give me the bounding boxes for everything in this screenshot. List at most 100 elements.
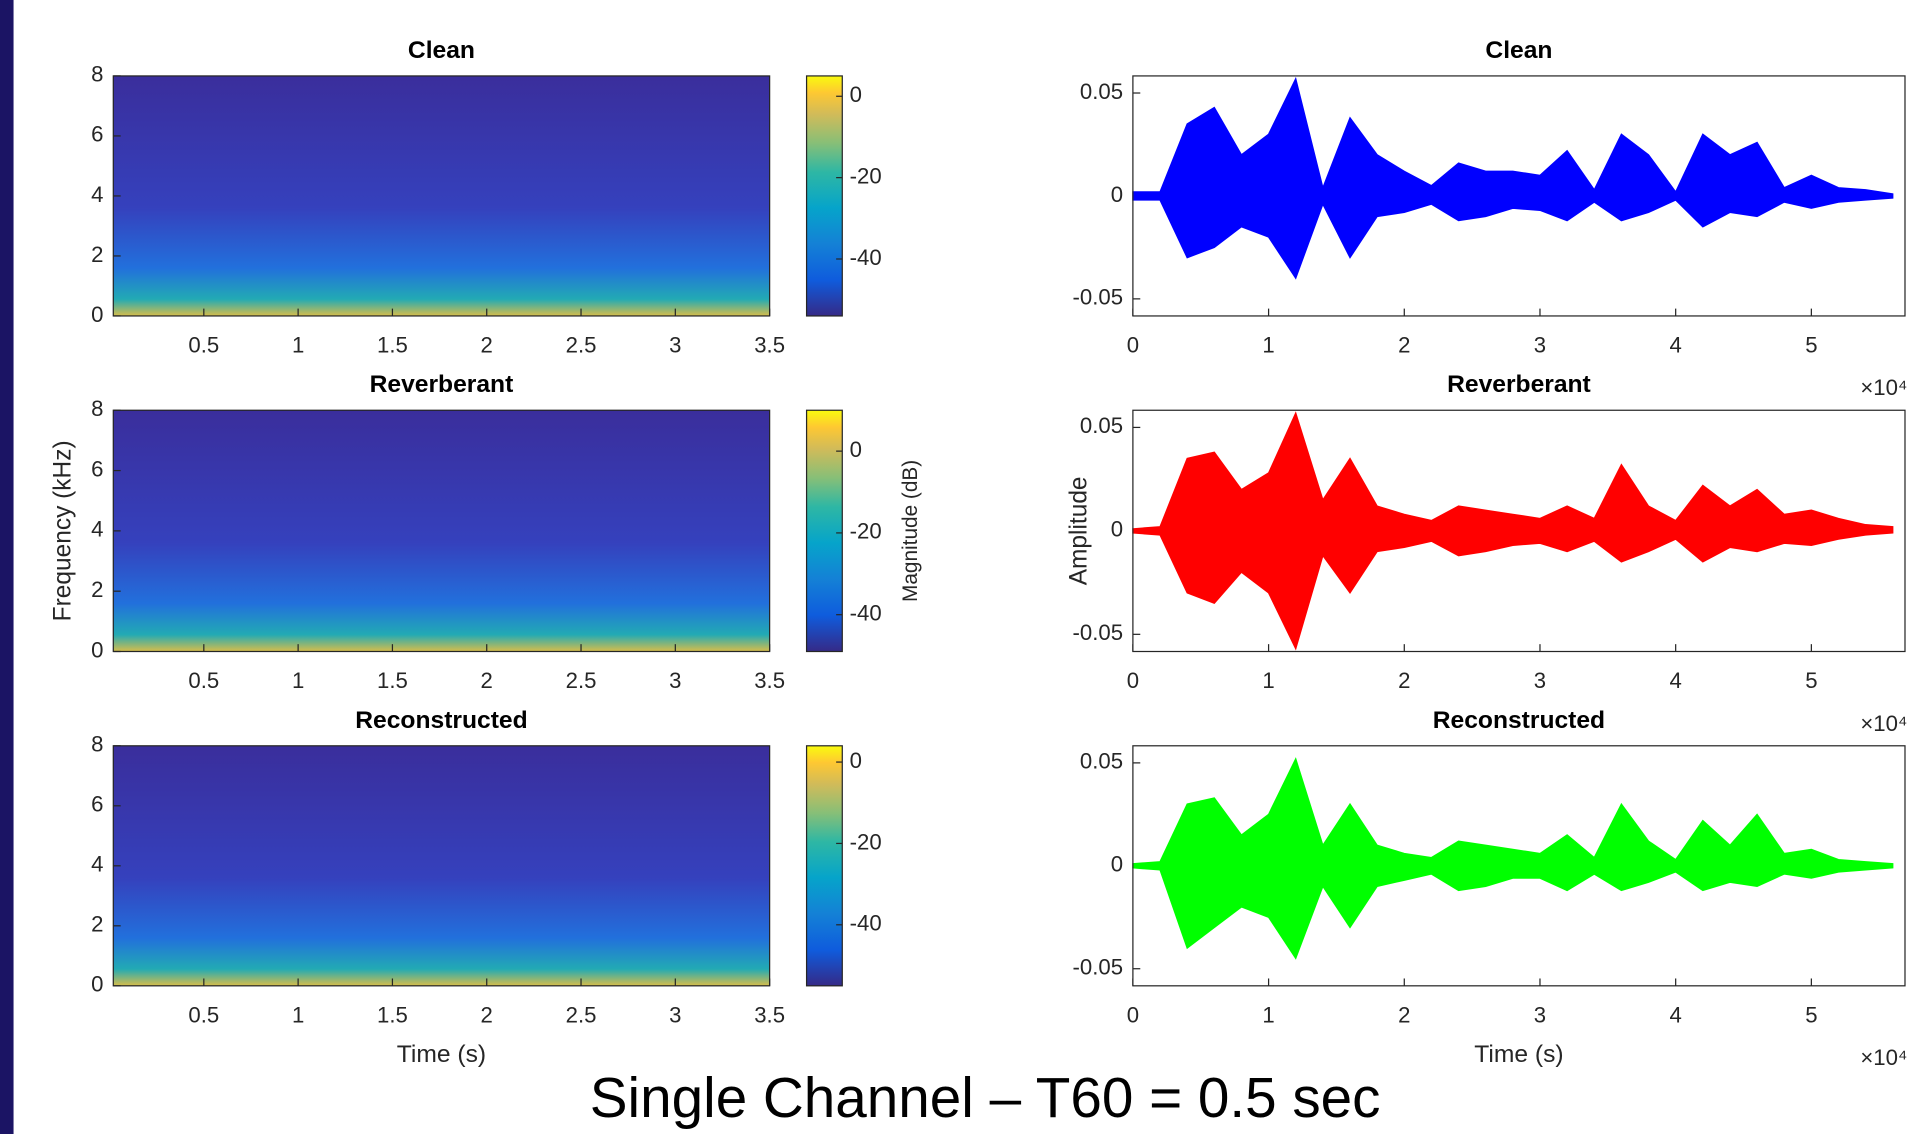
colorbar-tick-label: 0 xyxy=(850,82,862,107)
x-tick-label: 3 xyxy=(669,332,681,357)
x-tick-label: 5 xyxy=(1805,332,1817,357)
x-tick-label: 2 xyxy=(481,668,493,693)
x-tick-label: 2.5 xyxy=(566,668,597,693)
y-tick-label: 0 xyxy=(1111,182,1123,207)
y-axis-label: Amplitude xyxy=(1065,476,1092,585)
x-tick-label: 1.5 xyxy=(377,1002,408,1027)
x-tick-label: 5 xyxy=(1805,668,1817,693)
x-tick-label: 4 xyxy=(1670,1002,1682,1027)
waveform-envelope xyxy=(1132,411,1894,651)
y-tick-label: 4 xyxy=(91,852,103,877)
colorbar-tick-label: -40 xyxy=(850,245,882,270)
y-tick-label: 8 xyxy=(91,396,103,421)
chart-title: Reverberant xyxy=(370,371,514,398)
axes-box xyxy=(112,409,771,653)
y-tick-label: 0 xyxy=(91,302,103,327)
x-tick-label: 2 xyxy=(481,1002,493,1027)
y-tick-label: 0 xyxy=(91,972,103,997)
colorbar-tick-label: -20 xyxy=(850,519,882,544)
x-tick-label: 3.5 xyxy=(754,332,785,357)
colorbar-tick-label: -40 xyxy=(850,911,882,936)
x-tick-label: 5 xyxy=(1805,1002,1817,1027)
colorbar-tick-label: -20 xyxy=(850,829,882,854)
chart-title: Reconstructed xyxy=(355,707,527,734)
colorbar-tick-label: 0 xyxy=(850,748,862,773)
x-tick-label: 1 xyxy=(292,668,304,693)
y-tick-label: -0.05 xyxy=(1073,955,1123,980)
x-axis-label: Time (s) xyxy=(1474,1041,1563,1068)
y-tick-label: 0.05 xyxy=(1080,749,1123,774)
colorbar-tick-label: -20 xyxy=(850,164,882,189)
x-multiplier: ×10⁴ xyxy=(1860,711,1907,736)
x-tick-label: 0 xyxy=(1127,668,1139,693)
x-tick-label: 0 xyxy=(1127,1002,1139,1027)
y-tick-label: 8 xyxy=(91,62,103,87)
spectrogram-image xyxy=(113,745,770,986)
x-tick-label: 3 xyxy=(669,668,681,693)
y-tick-label: 4 xyxy=(91,517,103,542)
y-tick-label: 0.05 xyxy=(1080,413,1123,438)
x-tick-label: 2 xyxy=(1398,668,1410,693)
y-tick-label: 6 xyxy=(91,792,103,817)
figure-title: Single Channel – T60 = 0.5 sec xyxy=(590,1066,1381,1129)
colorbar-tick-label: 0 xyxy=(850,437,862,462)
axes-box xyxy=(112,745,771,987)
waveform-envelope xyxy=(1132,76,1894,280)
x-tick-label: 2 xyxy=(481,332,493,357)
x-tick-label: 0.5 xyxy=(188,668,219,693)
x-tick-label: 4 xyxy=(1670,332,1682,357)
x-axis-label: Time (s) xyxy=(397,1041,486,1068)
chart-title: Reverberant xyxy=(1447,371,1591,398)
x-tick-label: 2 xyxy=(1398,1002,1410,1027)
axes-box xyxy=(1132,75,1906,317)
spectrogram-image xyxy=(113,410,770,652)
axes-box xyxy=(112,75,771,317)
chart-title: Reconstructed xyxy=(1433,707,1605,734)
x-tick-label: 1 xyxy=(1262,332,1274,357)
waveform-envelope xyxy=(1132,757,1894,960)
x-tick-label: 3.5 xyxy=(754,668,785,693)
y-tick-label: 6 xyxy=(91,456,103,481)
chart-title: Clean xyxy=(408,37,475,64)
axes-box xyxy=(1132,409,1906,653)
colorbar-label: Magnitude (dB) xyxy=(899,460,922,602)
y-tick-label: 0.05 xyxy=(1080,79,1123,104)
spectrogram-image xyxy=(113,75,770,316)
y-tick-label: 2 xyxy=(91,577,103,602)
x-tick-label: 4 xyxy=(1670,668,1682,693)
chart-title: Clean xyxy=(1485,37,1552,64)
y-tick-label: 0 xyxy=(1111,517,1123,542)
side-strip xyxy=(0,0,14,1134)
x-tick-label: 3 xyxy=(1534,1002,1546,1027)
x-tick-label: 0.5 xyxy=(188,332,219,357)
y-tick-label: 8 xyxy=(91,732,103,757)
y-tick-label: 6 xyxy=(91,122,103,147)
colorbar xyxy=(805,409,843,653)
x-tick-label: 1.5 xyxy=(377,332,408,357)
x-tick-label: 1 xyxy=(1262,668,1274,693)
x-multiplier: ×10⁴ xyxy=(1860,375,1907,400)
x-tick-label: 0.5 xyxy=(188,1002,219,1027)
y-axis-label: Frequency (kHz) xyxy=(49,440,76,621)
x-tick-label: 3.5 xyxy=(754,1002,785,1027)
axes-box xyxy=(1132,745,1906,987)
x-tick-label: 1 xyxy=(292,332,304,357)
x-tick-label: 1.5 xyxy=(377,668,408,693)
y-tick-label: -0.05 xyxy=(1073,285,1123,310)
x-tick-label: 3 xyxy=(1534,668,1546,693)
colorbar xyxy=(805,75,843,317)
x-tick-label: 2 xyxy=(1398,332,1410,357)
y-tick-label: -0.05 xyxy=(1073,620,1123,645)
colorbar xyxy=(805,745,843,987)
x-tick-label: 0 xyxy=(1127,332,1139,357)
x-tick-label: 1 xyxy=(292,1002,304,1027)
x-tick-label: 2.5 xyxy=(566,1002,597,1027)
x-tick-label: 2.5 xyxy=(566,332,597,357)
y-tick-label: 0 xyxy=(91,637,103,662)
y-tick-label: 4 xyxy=(91,182,103,207)
colorbar-tick-label: -40 xyxy=(850,601,882,626)
y-tick-label: 0 xyxy=(1111,852,1123,877)
y-tick-label: 2 xyxy=(91,242,103,267)
